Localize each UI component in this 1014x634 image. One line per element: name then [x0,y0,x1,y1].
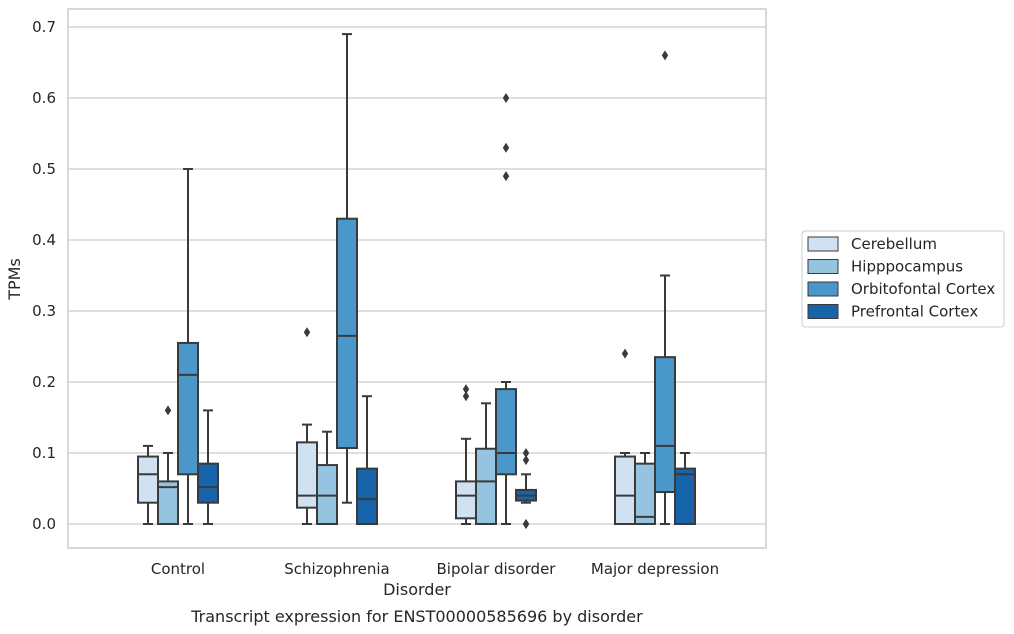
outlier-point [522,455,530,466]
box-iqr [455,480,477,520]
legend-swatch [807,304,839,319]
outlier-point [621,348,629,359]
legend-label: Prefrontal Cortex [851,303,978,321]
outlier-point [462,384,470,395]
box-iqr [296,441,318,509]
y-tick-label: 0.4 [32,231,56,249]
box-iqr [197,462,219,504]
box-1-1 [316,430,338,526]
legend-frame [801,230,1005,328]
outlier-point [502,171,510,182]
legend-swatch [807,259,839,274]
legend: Cerebellum Hipppocampus Orbitofontal Corte… [801,230,1005,328]
y-ticks: 0.0 0.1 0.2 0.3 0.4 0.5 0.6 0.7 [32,18,56,533]
box-iqr [475,447,497,525]
legend-swatch [807,236,839,252]
outlier-point [303,327,311,338]
box-1-0 [157,405,179,525]
legend-label: Hipppocampus [851,258,963,276]
box-3-2 [515,448,537,529]
box-iqr [495,388,517,476]
y-tick-label: 0.7 [32,18,56,36]
box-0-0 [137,444,159,525]
legend-swatch [807,281,839,297]
x-tick-label: Major depression [591,560,719,578]
y-tick-label: 0.5 [32,160,56,178]
box-iqr [614,455,636,525]
chart-caption: Transcript expression for ENST0000058569… [190,607,643,626]
outlier-point [164,405,172,416]
box-iqr [336,217,358,450]
box-iqr [654,356,676,494]
x-tick-label: Bipolar disorder [437,560,557,578]
box-0-2 [455,384,477,525]
box-2-2 [495,93,517,525]
box-2-1 [336,33,358,504]
x-tick-label: Schizophrenia [284,560,389,578]
box-2-0 [177,168,199,525]
box-3-3 [674,452,696,525]
y-tick-label: 0.6 [32,89,56,107]
outlier-point [502,142,510,153]
box-iqr [137,455,159,504]
box-iqr [157,480,179,525]
outlier-point [522,519,530,529]
box-iqr [356,467,378,525]
outlier-point [462,391,470,402]
box-3-1 [356,395,378,525]
boxes [137,33,696,529]
outlier-point [522,448,530,458]
box-1-3 [634,452,656,525]
y-tick-label: 0.3 [32,302,56,320]
outlier-point [661,50,669,61]
box-3-0 [197,409,219,525]
y-tick-label: 0.1 [32,444,56,462]
legend-label: Orbitofontal Cortex [851,280,995,298]
x-tick-label: Control [151,560,205,578]
plot-frame [67,8,767,549]
box-1-2 [475,402,497,525]
x-ticks: Control Schizophrenia Bipolar disorder Majo… [151,560,719,578]
legend-label: Cerebellum [851,235,937,253]
box-2-3 [654,50,676,525]
box-iqr [316,464,338,526]
box-0-1 [296,327,318,525]
y-axis-title: TPMs [5,258,24,301]
box-iqr [634,462,656,525]
x-axis-title: Disorder [383,580,451,599]
box-iqr [674,467,696,525]
outlier-point [502,93,510,103]
box-iqr [177,341,199,476]
y-tick-label: 0.0 [32,515,56,533]
y-tick-label: 0.2 [32,373,56,391]
